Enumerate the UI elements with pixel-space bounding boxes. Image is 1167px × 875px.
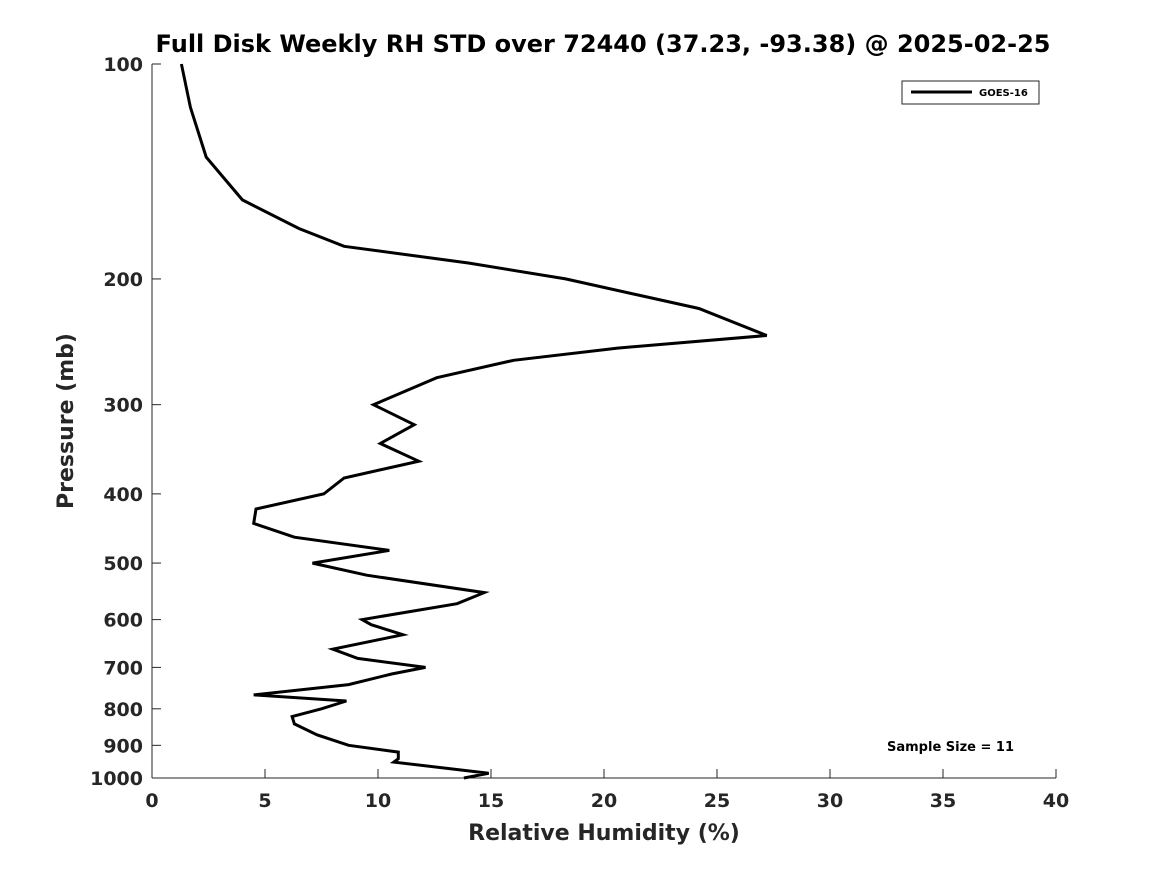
y-tick-label: 100: [103, 54, 143, 76]
x-tick-label: 10: [365, 790, 391, 812]
y-tick-label: 800: [103, 699, 143, 721]
series-line-goes-16: [179, 63, 768, 780]
legend: GOES-16: [901, 80, 1040, 105]
series-layer: [179, 63, 768, 780]
y-tick-label: 700: [103, 657, 143, 679]
x-tick-label: 5: [258, 790, 271, 812]
y-ticks: 100 200 300 400 500 600 700 800 900 1000: [90, 54, 161, 790]
y-axis-label: Pressure (mb): [54, 333, 79, 509]
x-tick-label: 40: [1043, 790, 1069, 812]
x-tick-label: 0: [145, 790, 158, 812]
legend-label-goes-16: GOES-16: [979, 88, 1028, 99]
sample-size-annotation: Sample Size = 11: [887, 740, 1014, 755]
x-ticks: 0 5 10 15 20 25 30 35 40: [145, 769, 1069, 812]
x-axis-label: Relative Humidity (%): [468, 821, 740, 846]
y-tick-label: 200: [103, 269, 143, 291]
chart-title: Full Disk Weekly RH STD over 72440 (37.2…: [156, 30, 1051, 58]
y-tick-label: 900: [103, 735, 143, 757]
x-tick-label: 15: [478, 790, 504, 812]
x-tick-label: 35: [930, 790, 956, 812]
y-tick-label: 400: [103, 484, 143, 506]
y-tick-label: 300: [103, 395, 143, 417]
x-tick-label: 30: [817, 790, 843, 812]
x-tick-label: 20: [591, 790, 617, 812]
x-tick-label: 25: [704, 790, 730, 812]
y-tick-label: 500: [103, 553, 143, 575]
y-tick-label: 1000: [90, 768, 143, 790]
y-tick-label: 600: [103, 610, 143, 632]
